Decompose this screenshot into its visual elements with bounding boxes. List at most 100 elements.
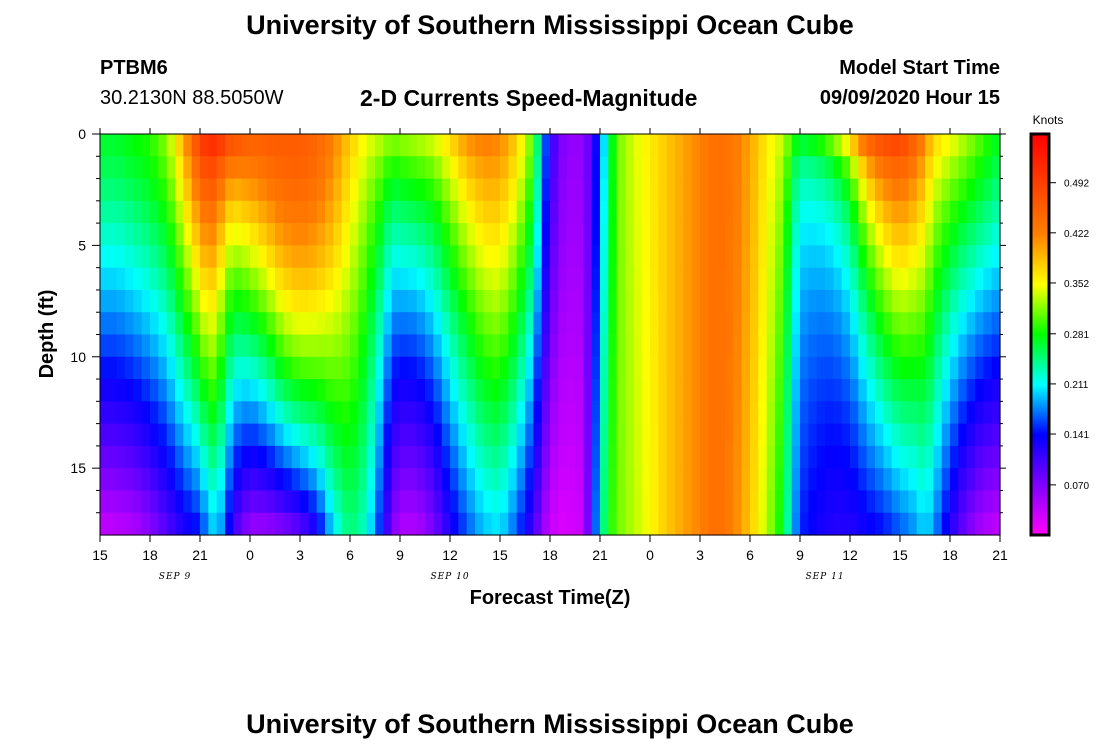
x-tick-label: 18 <box>142 547 158 563</box>
heatmap-cell <box>650 289 659 313</box>
heatmap-cell <box>258 445 268 469</box>
heatmap-cell <box>483 289 493 313</box>
heatmap-cell <box>325 356 334 380</box>
heatmap-cell <box>516 401 526 425</box>
heatmap-cell <box>708 245 718 269</box>
heatmap-cell <box>541 223 551 246</box>
heatmap-cell <box>316 178 326 202</box>
heatmap-cell <box>675 178 684 202</box>
heatmap-cell <box>950 223 959 246</box>
heatmap-cell <box>441 223 451 246</box>
heatmap-cell <box>883 490 893 514</box>
heatmap-cell <box>116 490 126 514</box>
heatmap-cell <box>908 312 918 336</box>
heatmap-cell <box>666 423 676 447</box>
heatmap-cell <box>366 134 376 157</box>
heatmap-cell <box>183 289 193 313</box>
heatmap-cell <box>366 312 376 336</box>
heatmap-cell <box>925 512 934 536</box>
heatmap-cell <box>475 423 484 447</box>
heatmap-cell <box>816 445 826 469</box>
heatmap-cell <box>658 379 668 402</box>
heatmap-cell <box>883 423 893 447</box>
heatmap-cell <box>841 379 851 402</box>
heatmap-cell <box>858 356 868 380</box>
heatmap-cell <box>783 512 793 536</box>
heatmap-cell <box>291 312 301 336</box>
heatmap-cell <box>366 156 376 180</box>
heatmap-cell <box>183 445 193 469</box>
heatmap-cell <box>150 134 159 157</box>
heatmap-cell <box>100 490 109 514</box>
heatmap-cell <box>250 401 259 425</box>
heatmap-cell <box>616 223 626 246</box>
heatmap-cell <box>941 178 951 202</box>
heatmap-cell <box>708 512 718 536</box>
x-tick-label: 21 <box>992 547 1008 563</box>
heatmap-cell <box>733 200 743 224</box>
heatmap-cell <box>800 379 809 402</box>
heatmap-cell <box>258 334 268 358</box>
heatmap-cell <box>141 356 151 380</box>
heatmap-cell <box>116 512 126 536</box>
heatmap-cell <box>575 178 584 202</box>
heatmap-cell <box>825 223 834 246</box>
heatmap-cell <box>425 312 434 336</box>
heatmap-cell <box>666 445 676 469</box>
heatmap-cell <box>850 445 859 469</box>
heatmap-cell <box>700 401 709 425</box>
heatmap-cell <box>208 334 218 358</box>
heatmap-cell <box>175 223 184 246</box>
heatmap-cell <box>975 423 984 447</box>
heatmap-cell <box>575 356 584 380</box>
heatmap-cell <box>741 423 751 447</box>
heatmap-cell <box>100 178 109 202</box>
heatmap-cell <box>500 156 509 180</box>
heatmap-cell <box>241 178 251 202</box>
heatmap-cell <box>533 245 543 269</box>
heatmap-cell <box>516 178 526 202</box>
heatmap-cell <box>566 512 576 536</box>
heatmap-cell <box>333 512 343 536</box>
heatmap-cell <box>941 267 951 291</box>
heatmap-cell <box>741 156 751 180</box>
heatmap-cell <box>158 156 168 180</box>
heatmap-cell <box>475 356 484 380</box>
heatmap-cell <box>933 490 943 514</box>
heatmap-cell <box>991 245 1001 269</box>
heatmap-cell <box>166 178 176 202</box>
heatmap-cell <box>933 200 943 224</box>
heatmap-cell <box>408 289 418 313</box>
heatmap-cell <box>683 245 693 269</box>
heatmap-cell <box>416 334 426 358</box>
heatmap-cell <box>716 490 726 514</box>
heatmap-cell <box>275 379 284 402</box>
heatmap-cell <box>208 423 218 447</box>
heatmap-cell <box>266 490 276 514</box>
heatmap-cell <box>158 334 168 358</box>
colorbar-tick-label: 0.070 <box>1064 481 1089 492</box>
heatmap-cell <box>683 356 693 380</box>
heatmap-cell <box>766 512 776 536</box>
heatmap-cell <box>116 401 126 425</box>
heatmap-cell <box>216 445 226 469</box>
page-title-bottom: University of Southern Mississippi Ocean… <box>246 709 854 739</box>
heatmap-cell <box>166 289 176 313</box>
heatmap-cell <box>233 134 243 157</box>
heatmap-cell <box>275 178 284 202</box>
heatmap-cell <box>108 356 118 380</box>
heatmap-cell <box>491 490 501 514</box>
heatmap-cell <box>483 512 493 536</box>
heatmap-cell <box>716 200 726 224</box>
heatmap-cell <box>950 445 959 469</box>
heatmap-cell <box>633 223 643 246</box>
heatmap-cell <box>900 178 909 202</box>
heatmap-cell <box>875 401 884 425</box>
heatmap-cell <box>600 490 609 514</box>
heatmap-cell <box>916 223 926 246</box>
heatmap-cell <box>100 445 109 469</box>
heatmap-cell <box>116 356 126 380</box>
heatmap-cell <box>683 423 693 447</box>
heatmap-cell <box>591 334 601 358</box>
